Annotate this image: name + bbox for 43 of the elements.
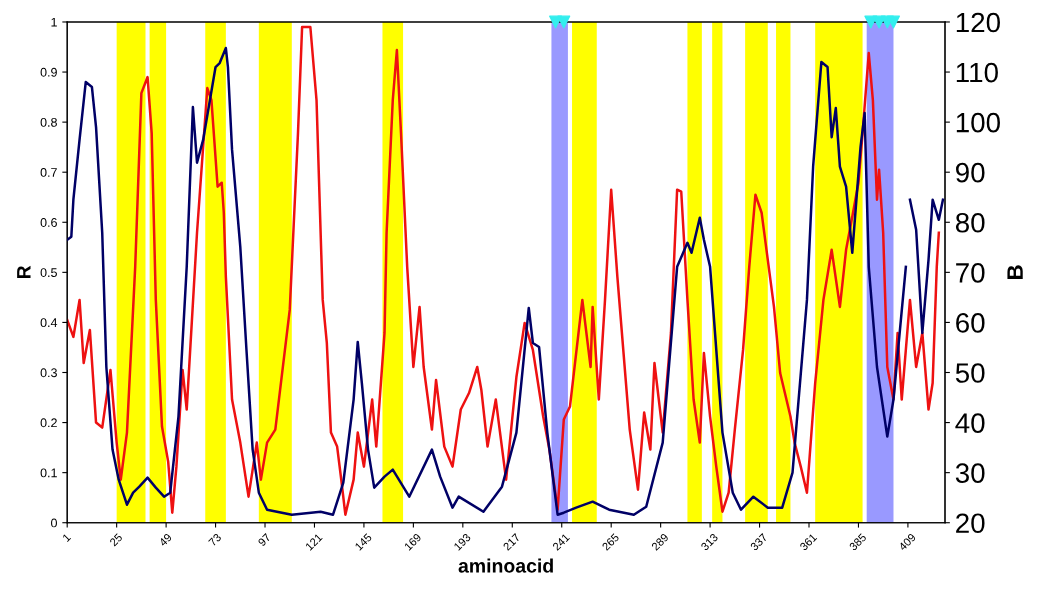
x-tick-label: 337 [749,533,768,552]
x-axis-title: aminoacid [458,558,553,573]
y2-tick-label: 20 [956,513,985,534]
x-tick-label: 49 [158,533,173,547]
y2-tick-label: 110 [956,62,998,83]
y2-tick-label: 100 [956,112,1000,133]
y-tick-label: 0.2 [40,418,57,428]
x-tick-label: 217 [502,533,521,551]
y-tick-label: 0.1 [40,468,57,478]
y2-tick-label: 40 [955,413,985,433]
x-tick-label: 289 [651,533,669,551]
x-tick-label: 409 [898,533,917,552]
x-tick-label: 145 [354,533,373,551]
y2-tick-label: 30 [955,463,985,483]
x-tick-label: 25 [109,532,123,547]
y2-tick-label: 80 [955,212,985,233]
y-axis-title: R [17,265,31,279]
y-tick-label: 0.8 [40,117,57,127]
x-tick-label: 313 [700,532,719,552]
x-tick-label: 97 [257,533,272,547]
x-tick-label: 361 [799,533,818,552]
y2-tick-label: 120 [956,12,1000,33]
x-tick-label: 265 [601,532,620,551]
x-tick-label: 121 [305,533,323,551]
y-tick-label: 0.7 [40,168,57,177]
y-tick-label: 1 [51,17,57,27]
y2-tick-label: 90 [956,162,985,183]
x-tick-label: 241 [552,533,570,551]
y-tick-label: 0.6 [40,218,57,227]
x-tick-label: 193 [453,532,472,551]
x-tick-label: 73 [208,532,222,547]
y-tick-label: 0 [51,518,57,528]
y2-tick-label: 70 [956,263,985,283]
y-tick-label: 0.4 [40,318,58,328]
y-tick-label: 0.3 [40,368,57,378]
y-tick-label: 0.9 [40,67,57,77]
y2-tick-label: 50 [955,363,985,383]
x-tick-label: 169 [403,533,422,551]
y-tick-label: 0.5 [40,268,57,277]
x-tick-label: 1 [62,533,72,542]
x-tick-label: 385 [848,532,867,552]
y2-axis-title: B [1007,265,1023,279]
y2-tick-label: 60 [956,313,985,333]
